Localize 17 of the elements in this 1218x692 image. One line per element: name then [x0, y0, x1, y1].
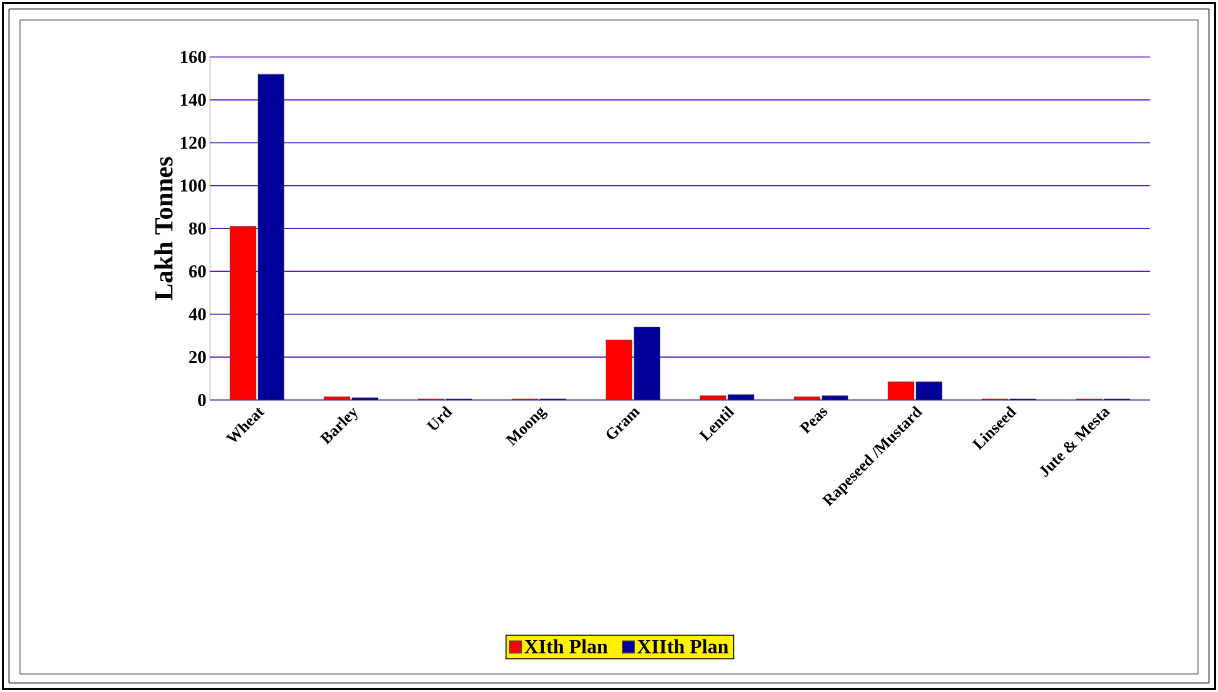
bar — [229, 226, 257, 400]
x-tick-label: Urd — [426, 405, 453, 430]
y-tick-label: 60 — [189, 265, 206, 278]
y-tick-label: 20 — [189, 351, 206, 364]
y-tick-label: 100 — [180, 179, 206, 192]
bar — [633, 326, 661, 400]
y-tick-label: 40 — [188, 308, 206, 321]
y-tick-label: 140 — [180, 93, 206, 106]
legend-label: XIth Plan — [524, 639, 608, 654]
y-axis-title: Lakh Tonnes — [154, 156, 173, 301]
bar — [257, 73, 285, 400]
y-tick-label: 160 — [180, 50, 206, 64]
y-tick-label: 80 — [189, 222, 206, 235]
y-tick-label: 120 — [180, 136, 206, 149]
y-tick-label: 0 — [198, 393, 206, 407]
legend-label: XIIth Plan — [637, 639, 729, 654]
x-tick-label: Peas — [799, 407, 828, 435]
